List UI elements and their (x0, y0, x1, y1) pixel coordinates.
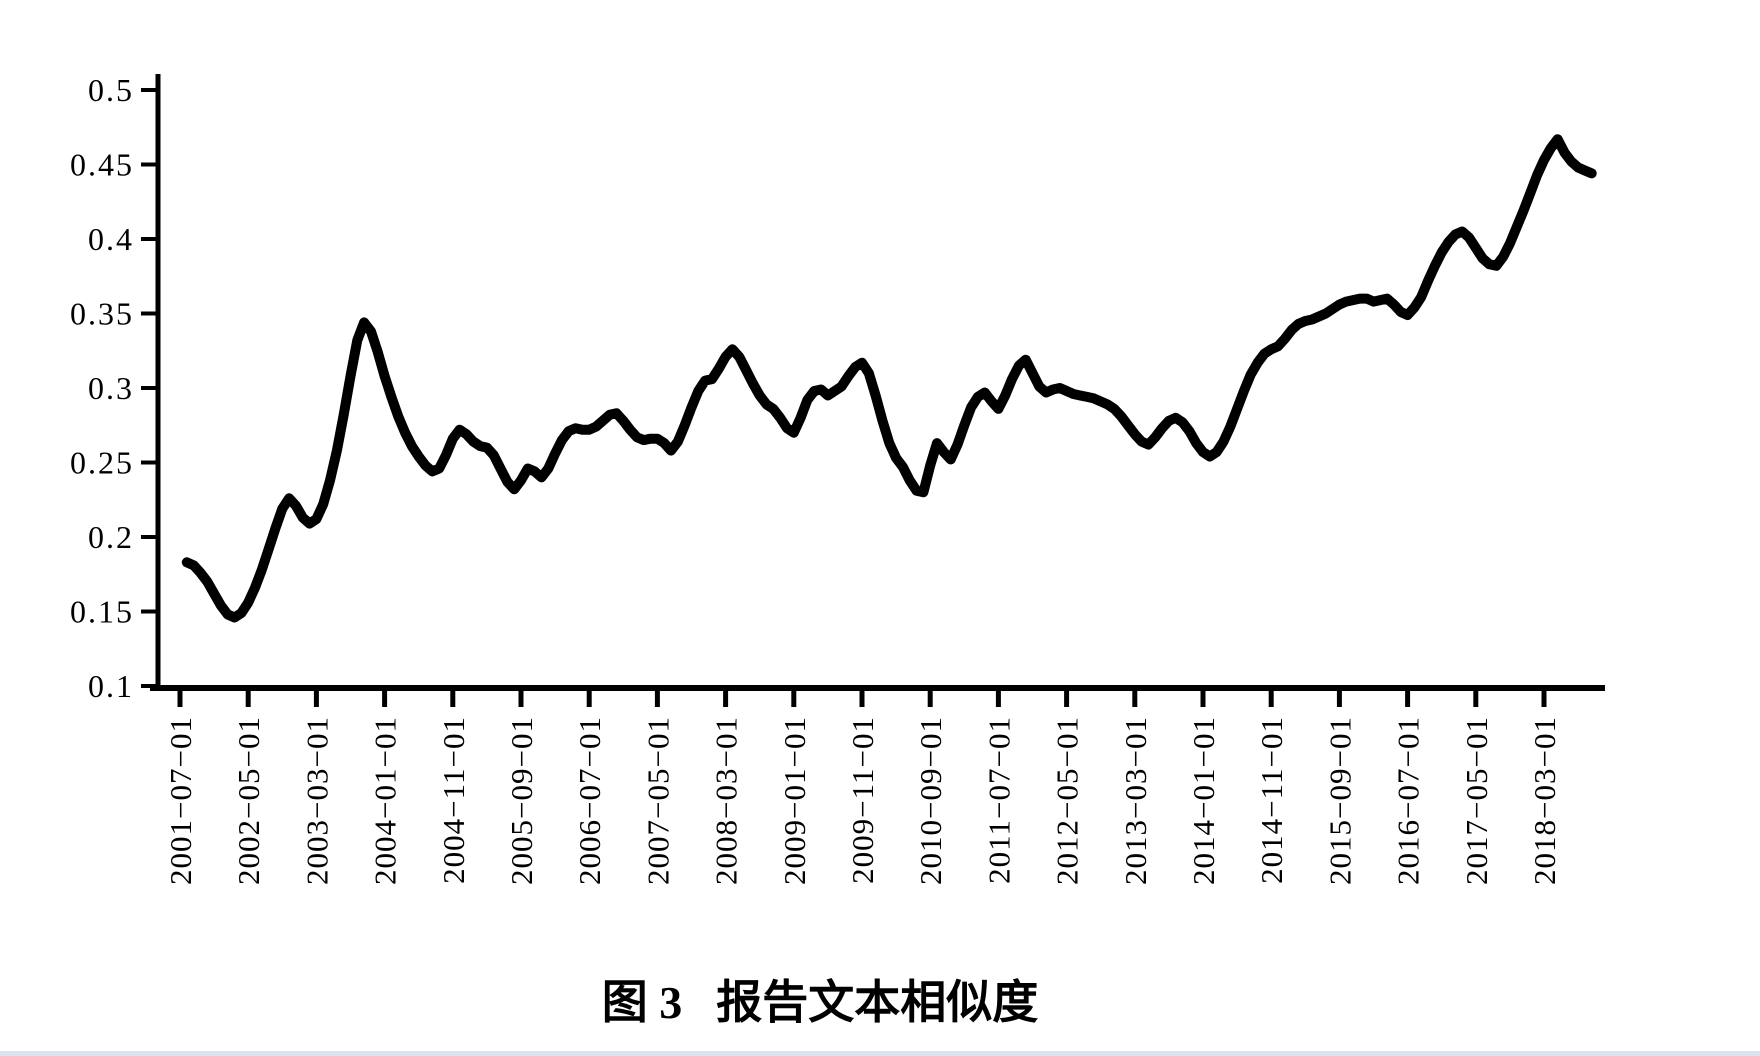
x-tick-label: 2002−05−01 (231, 716, 266, 885)
y-tick-label: 0.5 (88, 72, 134, 108)
figure-caption: 图 3 报告文本相似度 (0, 966, 1640, 1032)
x-tick-label: 2010−09−01 (913, 716, 948, 885)
x-tick-label: 2005−09−01 (504, 716, 539, 885)
series-line (181, 134, 1597, 623)
figure-caption-number: 图 3 (601, 977, 683, 1028)
y-tick-label: 0.2 (88, 519, 134, 555)
x-tick-label: 2012−05−01 (1050, 716, 1085, 885)
y-tick-label: 0.1 (88, 668, 134, 704)
y-tick-label: 0.35 (70, 296, 134, 332)
y-tick-label: 0.3 (88, 370, 134, 406)
x-tick-label: 2008−03−01 (709, 716, 744, 885)
tick-marks (141, 88, 1547, 707)
x-tick-label: 2006−07−01 (572, 716, 607, 885)
axes (150, 74, 1605, 691)
x-tick-label: 2016−07−01 (1391, 716, 1426, 885)
y-tick-label: 0.4 (88, 221, 134, 257)
x-tick-label: 2004−01−01 (368, 716, 403, 885)
x-tick-label: 2014−11−01 (1254, 716, 1289, 884)
x-tick-label: 2018−03−01 (1527, 716, 1562, 885)
x-tick-label: 2015−09−01 (1322, 716, 1357, 885)
x-tick-label: 2014−01−01 (1186, 716, 1221, 885)
window-bottom-edge (0, 1051, 1760, 1056)
y-tick-label: 0.45 (70, 147, 134, 183)
series-group (181, 134, 1597, 623)
x-tick-label: 2013−03−01 (1118, 716, 1153, 885)
x-tick-label: 2011−07−01 (981, 716, 1016, 884)
x-tick-label: 2017−05−01 (1459, 716, 1494, 885)
x-tick-label: 2009−11−01 (845, 716, 880, 884)
y-tick-label: 0.25 (70, 445, 134, 481)
figure-caption-title: 报告文本相似度 (716, 976, 1039, 1028)
x-tick-label: 2003−03−01 (299, 716, 334, 885)
x-tick-label: 2001−07−01 (163, 716, 198, 885)
x-tick-label: 2007−05−01 (640, 716, 675, 885)
x-tick-label: 2004−11−01 (436, 716, 471, 884)
y-tick-label: 0.15 (70, 594, 134, 630)
x-tick-label: 2009−01−01 (777, 716, 812, 885)
tick-labels: 0.5 0.45 0.4 0.35 0.3 0.25 0.2 0.15 0.1 2001−07−0… (70, 72, 1562, 885)
